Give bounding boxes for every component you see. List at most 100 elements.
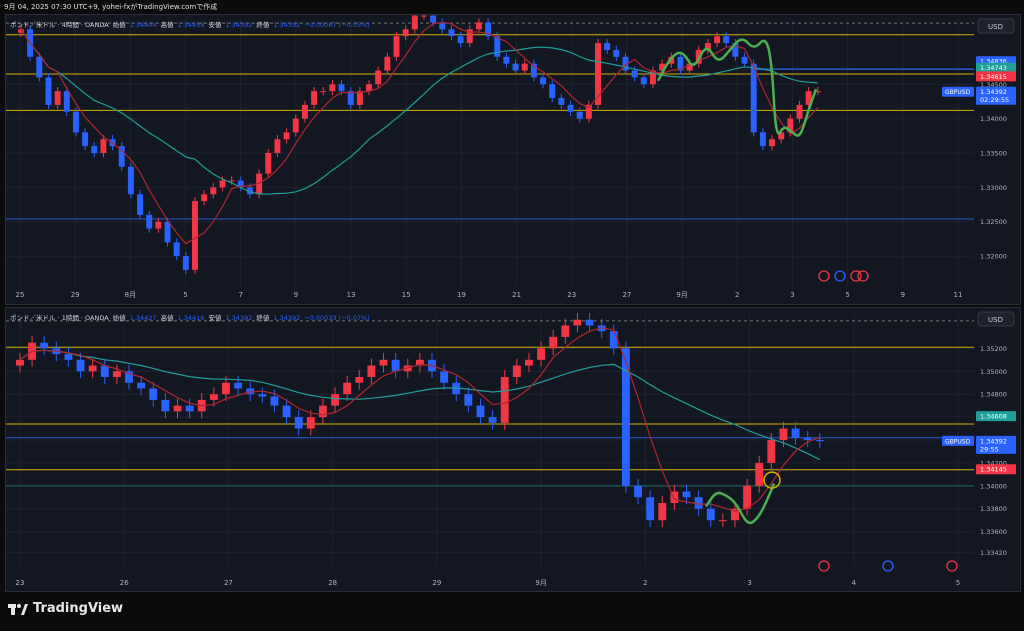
candle-body [646,497,655,521]
currency-button[interactable] [977,311,1015,327]
candle-body [18,29,24,33]
currency-button[interactable] [977,18,1015,34]
economic-event-icon[interactable] [818,270,830,282]
ohlc-info-text: 1.34392 [273,314,300,322]
x-tick-label: 2 [643,579,647,587]
chart-4h-svg[interactable]: 1.32000 1.32500 1.33000 1.33500 1.34000 1.345… [6,15,1020,304]
x-tick-label: 9月 [535,579,546,587]
candle-body [805,91,812,105]
currency-label: USD [988,316,1003,324]
candle-body [301,104,308,119]
candle-body [375,70,382,85]
candle-body [512,365,521,377]
price-axis-value: 1.34615 [980,73,1007,81]
candle-body [155,221,162,229]
candle-body [318,405,327,418]
ohlc-info-text: 終値 [256,20,270,29]
price-axis-label [976,86,1016,105]
ohlc-info-text: 始値 [113,313,127,322]
economic-event-icon[interactable] [946,560,958,572]
candle-body [718,520,727,522]
x-tick-label: 2 [735,291,739,299]
candle-body [192,201,198,270]
ohlc-info-text: 高値 [161,20,175,29]
tradingview-logo[interactable]: TradingView [8,601,123,616]
y-tick-label: 1.34000 [980,115,1007,123]
candle-body [82,132,89,147]
candle-body [402,29,409,37]
candle-body [694,497,703,509]
candle-body [88,365,97,372]
y-tick-label: 1.34000 [980,482,1007,490]
moving-average-slow [19,349,821,461]
moving-average-slow [20,28,818,195]
x-tick-label: 15 [402,291,411,299]
candle-body [182,256,189,270]
candle-body [234,382,243,389]
candle-body [439,22,446,30]
candle-body [100,139,107,153]
candle-body [723,36,730,44]
chart-1h-svg[interactable]: 1.33420 1.33600 1.33800 1.34000 1.34200 1.344… [6,308,1020,591]
candle-body [464,394,473,406]
candle-body [706,508,715,521]
x-tick-label: 25 [16,291,25,299]
x-tick-label: 3 [747,579,751,587]
moving-average-fast [20,21,819,245]
ohlc-info-text: 1.34416 [178,314,205,322]
x-tick-label: 27 [224,579,233,587]
candle-body [164,221,171,243]
candle-body [457,36,464,44]
green-trend-curve [656,38,818,137]
candle-body [604,43,611,50]
candle-body [540,77,547,85]
candle-body [731,508,739,521]
candle-body [45,77,52,105]
candle-body [329,84,336,92]
economic-event-icon[interactable] [857,270,869,282]
candle-body [494,36,501,57]
candle-body [769,139,775,147]
candle-body [503,56,510,64]
price-axis-label [976,62,1016,73]
ohlc-info-text: 高値 [161,313,175,322]
x-tick-label: 28 [328,579,337,587]
economic-event-icon[interactable] [818,560,830,572]
candle-body [609,331,618,349]
y-tick-label: 1.35000 [980,368,1007,376]
candle-body [521,63,528,71]
chart-panel-4h[interactable]: 1.32000 1.32500 1.33000 1.33500 1.34000 1.345… [5,14,1021,305]
ohlc-info-text: 1.34392 [273,21,300,29]
candle-body [384,56,391,71]
ohlc-info-text: ポンド／米ドル · 1時間 · OANDA [10,313,109,322]
x-tick-label: 26 [120,579,129,587]
candle-body [561,325,570,337]
economic-event-icon[interactable] [850,270,862,282]
ohlc-info-text: 終値 [256,313,270,322]
candle-body [173,242,180,257]
candle-body [743,485,752,509]
candle-body [649,70,656,85]
candle-body [391,359,400,372]
ohlc-info-text: ポンド／米ドル · 4時間 · OANDA [10,20,109,29]
candle-body [16,359,24,366]
economic-event-icon[interactable] [882,560,894,572]
candle-body [525,359,533,366]
candle-body [512,63,519,71]
y-tick-label: 1.34800 [980,391,1007,399]
candle-body [803,437,812,440]
candle-body [320,91,327,93]
candle-body [787,118,794,133]
chart-panel-1h[interactable]: 1.33420 1.33600 1.33800 1.34000 1.34200 1.344… [5,307,1021,592]
candle-body [64,354,73,360]
plot-background [6,308,1020,591]
candle-body [755,462,764,486]
economic-event-icon[interactable] [834,270,846,282]
ohlc-info-text: 1.34404 [130,21,157,29]
candle-body [573,319,582,326]
candle-body [331,394,339,406]
candle-body [796,104,803,119]
candle-countdown: 29:55 [980,445,999,453]
candle-body [118,146,125,167]
plot-background [6,15,1020,304]
